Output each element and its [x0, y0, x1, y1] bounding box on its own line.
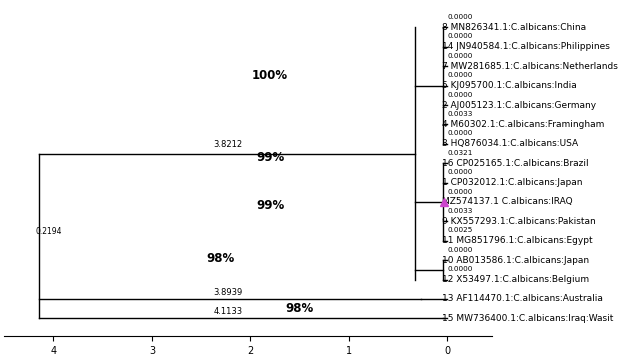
- Text: 11 MG851796.1:C.albicans:Egypt: 11 MG851796.1:C.albicans:Egypt: [442, 236, 593, 245]
- Text: 13 AF114470.1:C.albicans:Australia: 13 AF114470.1:C.albicans:Australia: [442, 294, 603, 303]
- Text: 0.0000: 0.0000: [447, 266, 473, 272]
- Text: 15 MW736400.1:C.albicans:Iraq:Wasit: 15 MW736400.1:C.albicans:Iraq:Wasit: [442, 314, 614, 323]
- Text: 0.0000: 0.0000: [447, 189, 473, 195]
- Text: 0.0000: 0.0000: [447, 92, 473, 98]
- Text: 16 CP025165.1:C.albicans:Brazil: 16 CP025165.1:C.albicans:Brazil: [442, 159, 589, 168]
- Text: 1 CP032012.1:C.albicans:Japan: 1 CP032012.1:C.albicans:Japan: [442, 178, 583, 187]
- Text: 7 MW281685.1:C.albicans:Netherlands: 7 MW281685.1:C.albicans:Netherlands: [442, 62, 619, 71]
- Text: MZ574137.1 C.albicans:IRAQ: MZ574137.1 C.albicans:IRAQ: [442, 198, 573, 207]
- Text: 5 KJ095700.1:C.albicans:India: 5 KJ095700.1:C.albicans:India: [442, 81, 578, 90]
- Text: 2 AJ005123.1:C.albicans:Germany: 2 AJ005123.1:C.albicans:Germany: [442, 100, 597, 109]
- Text: 3.8939: 3.8939: [213, 288, 242, 297]
- Text: 0.0000: 0.0000: [447, 247, 473, 253]
- Text: 9 KX557293.1:C.albicans:Pakistan: 9 KX557293.1:C.albicans:Pakistan: [442, 217, 596, 226]
- Text: 8 MN826341.1:C.albicans:China: 8 MN826341.1:C.albicans:China: [442, 23, 587, 32]
- Text: 0.0000: 0.0000: [447, 72, 473, 78]
- Text: 100%: 100%: [252, 69, 288, 82]
- Text: 0.0000: 0.0000: [447, 53, 473, 59]
- Text: 14 JN940584.1:C.albicans:Philippines: 14 JN940584.1:C.albicans:Philippines: [442, 42, 611, 51]
- Text: 0.2194: 0.2194: [36, 226, 62, 235]
- Text: 0.0000: 0.0000: [447, 169, 473, 175]
- Text: 10 AB013586.1:C.albicans:Japan: 10 AB013586.1:C.albicans:Japan: [442, 256, 589, 265]
- Text: 12 X53497.1:C.albicans:Belgium: 12 X53497.1:C.albicans:Belgium: [442, 275, 589, 284]
- Text: 4.1133: 4.1133: [213, 307, 242, 316]
- Text: 0.0033: 0.0033: [447, 208, 473, 214]
- Text: 0.0000: 0.0000: [447, 130, 473, 136]
- Text: 99%: 99%: [256, 151, 284, 164]
- Text: 3.8212: 3.8212: [213, 140, 242, 149]
- Text: 0.0000: 0.0000: [447, 14, 473, 20]
- Text: 0.0000: 0.0000: [447, 33, 473, 40]
- Text: 0.0033: 0.0033: [447, 111, 473, 117]
- Text: 0.0321: 0.0321: [447, 150, 473, 156]
- Text: 99%: 99%: [256, 199, 284, 212]
- Text: 98%: 98%: [285, 302, 314, 315]
- Text: 3 HQ876034.1:C.albicans:USA: 3 HQ876034.1:C.albicans:USA: [442, 139, 579, 148]
- Text: 0.0025: 0.0025: [447, 228, 473, 233]
- Text: 4 M60302.1:C.albicans:Framingham: 4 M60302.1:C.albicans:Framingham: [442, 120, 605, 129]
- Text: 98%: 98%: [207, 252, 235, 265]
